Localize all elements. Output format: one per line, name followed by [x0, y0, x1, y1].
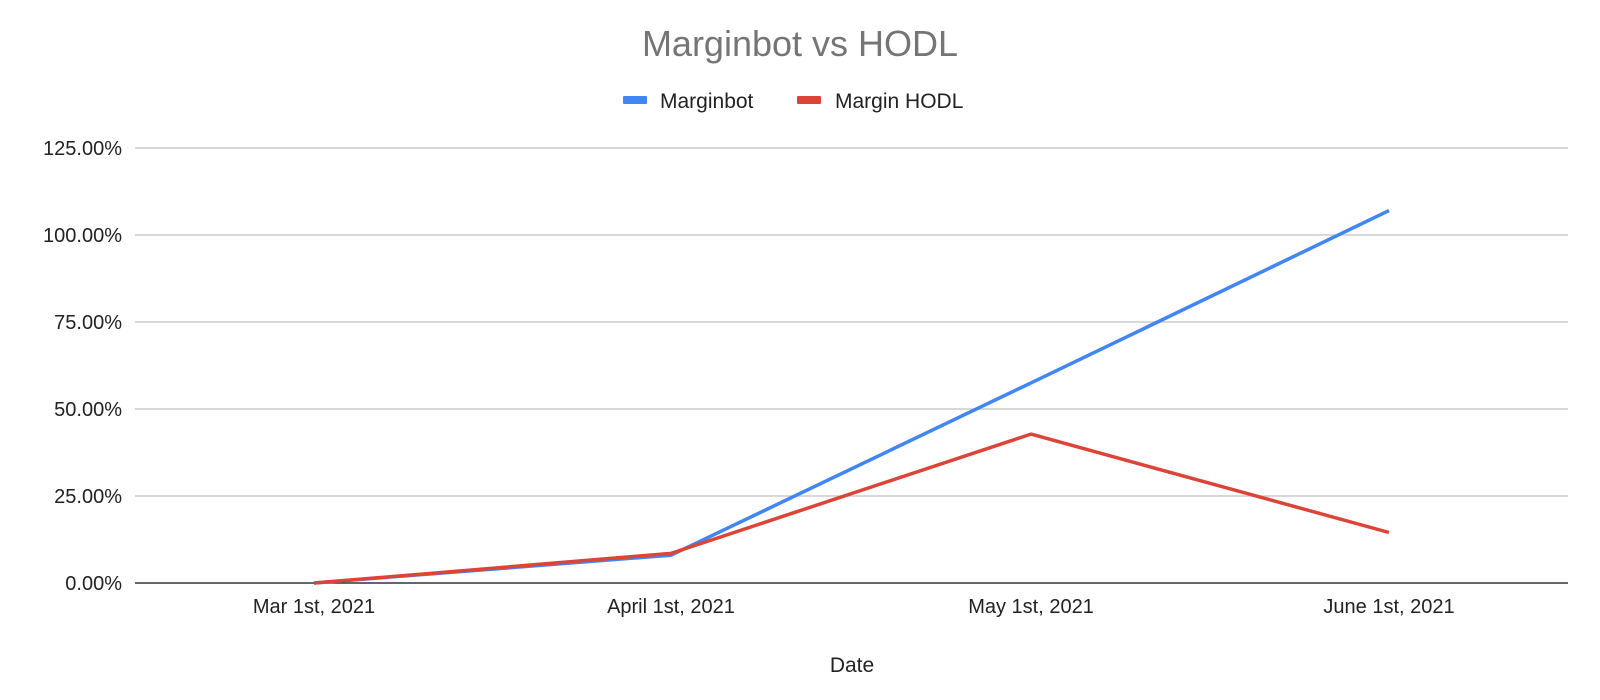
- x-tick-label: Mar 1st, 2021: [253, 596, 375, 618]
- x-tick-label: April 1st, 2021: [607, 596, 735, 618]
- chart-title: Marginbot vs HODL: [642, 23, 958, 64]
- y-tick-label: 125.00%: [43, 138, 122, 160]
- x-axis-ticks: Mar 1st, 2021 April 1st, 2021 May 1st, 202…: [253, 596, 1455, 618]
- x-axis-label: Date: [830, 654, 874, 677]
- y-axis-ticks: 0.00% 25.00% 50.00% 75.00% 100.00% 125.00%: [43, 138, 122, 595]
- legend-swatch: [797, 96, 821, 104]
- legend-swatch: [623, 96, 647, 104]
- legend-label: Marginbot: [660, 90, 754, 113]
- series-line-2: [313, 432, 1390, 585]
- series-group: [313, 209, 1390, 585]
- x-tick-label: May 1st, 2021: [968, 596, 1094, 618]
- gridlines: [135, 147, 1568, 584]
- y-tick-label: 0.00%: [65, 573, 122, 595]
- legend: Marginbot Margin HODL: [623, 90, 963, 113]
- y-tick-label: 100.00%: [43, 225, 122, 247]
- legend-label: Margin HODL: [835, 90, 963, 113]
- series-line-1: [313, 209, 1390, 585]
- x-tick-label: June 1st, 2021: [1323, 596, 1454, 618]
- y-tick-label: 25.00%: [54, 486, 122, 508]
- y-tick-label: 50.00%: [54, 399, 122, 421]
- y-tick-label: 75.00%: [54, 312, 122, 334]
